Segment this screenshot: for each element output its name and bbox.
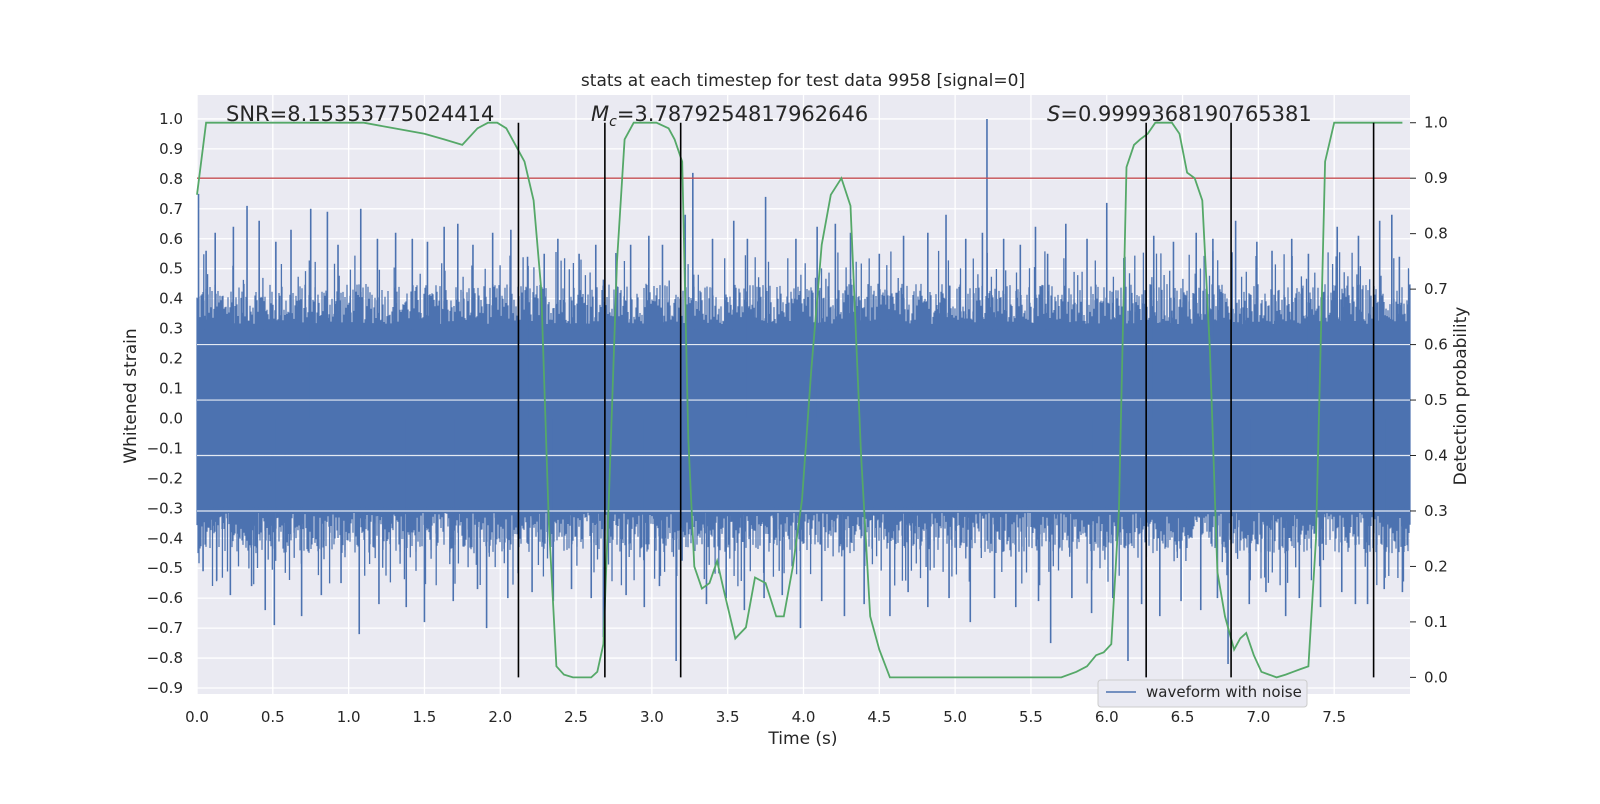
chirp-mass-subscript: c	[609, 114, 617, 130]
y2-tick-label: 0.5	[1424, 391, 1448, 409]
y-tick-label: 0.0	[159, 409, 183, 427]
snr-annotation: SNR=8.15353775024414	[226, 102, 494, 126]
x-tick-label: 7.0	[1246, 708, 1270, 726]
y2-tick-label: 0.2	[1424, 557, 1448, 575]
score-annotation: S=0.9999368190765381	[1047, 102, 1312, 126]
x-axis-label: Time (s)	[767, 729, 837, 749]
y-tick-label: 0.5	[159, 260, 183, 278]
y-axis-label: Whitened strain	[121, 328, 141, 463]
y2-tick-label: 0.1	[1424, 613, 1448, 631]
x-tick-label: 5.0	[943, 708, 967, 726]
y2-tick-label: 0.3	[1424, 502, 1448, 520]
y-tick-label: −0.2	[147, 469, 183, 487]
y2-tick-label: 0.8	[1424, 225, 1448, 243]
x-tick-label: 0.5	[261, 708, 285, 726]
y-tick-label: 0.9	[159, 140, 183, 158]
y-tick-label: −0.4	[147, 529, 183, 547]
legend-label: waveform with noise	[1146, 683, 1302, 701]
y2-tick-label: 0.4	[1424, 447, 1448, 465]
x-tick-label: 2.5	[564, 708, 588, 726]
x-tick-label: 5.5	[1019, 708, 1043, 726]
y2-axis-label: Detection probability	[1451, 307, 1471, 486]
y-tick-label: −0.8	[147, 649, 183, 667]
x-tick-label: 7.5	[1322, 708, 1346, 726]
score-value: =0.9999368190765381	[1060, 102, 1311, 126]
y-tick-label: −0.5	[147, 559, 183, 577]
y2-tick-label: 0.6	[1424, 336, 1448, 354]
waveform-series	[196, 118, 1411, 665]
y-tick-label: −0.6	[147, 589, 183, 607]
y2-tick-label: 0.9	[1424, 169, 1448, 187]
x-tick-label: 4.5	[867, 708, 891, 726]
y-tick-label: −0.7	[147, 619, 183, 637]
legend-box	[1097, 679, 1308, 708]
x-tick-label: 0.0	[185, 708, 209, 726]
y-tick-label: 0.6	[159, 230, 183, 248]
x-tick-label: 3.5	[716, 708, 740, 726]
y-tick-label: 1.0	[159, 110, 183, 128]
y2-tick-label: 0.0	[1424, 668, 1448, 686]
y-tick-label: −0.9	[147, 679, 183, 697]
x-tick-label: 4.0	[792, 708, 816, 726]
y2-tick-label: 1.0	[1424, 114, 1448, 132]
chirp-mass-annotation: Mc=3.7879254817962646	[591, 102, 868, 130]
x-tick-label: 2.0	[488, 708, 512, 726]
y-tick-label: 0.8	[159, 170, 183, 188]
y-tick-label: −0.1	[147, 439, 183, 457]
chart-title: stats at each timestep for test data 995…	[581, 71, 1025, 91]
detection-probability-series	[196, 121, 1410, 679]
x-tick-label: 6.0	[1095, 708, 1119, 726]
legend: waveform with noise	[1097, 679, 1308, 708]
x-tick-label: 6.5	[1171, 708, 1195, 726]
y-tick-label: 0.7	[159, 200, 183, 218]
y-tick-label: 0.3	[159, 320, 183, 338]
x-tick-label: 3.0	[640, 708, 664, 726]
chirp-mass-value: =3.7879254817962646	[617, 102, 868, 126]
axis-ticks: 0.0 0.5 1.0 1.5 2.0 2.5 3.0 3.5 4.0 4.5 5.0 5.5 6.0 6…	[147, 110, 1448, 726]
y2-tick-label: 0.7	[1424, 280, 1448, 298]
y-tick-label: 0.1	[159, 380, 183, 398]
y-tick-label: 0.4	[159, 290, 183, 308]
y-tick-label: 0.2	[159, 350, 183, 368]
score-symbol: S	[1047, 102, 1060, 126]
x-tick-label: 1.0	[337, 708, 361, 726]
chirp-mass-symbol: M	[591, 102, 609, 126]
y-tick-label: −0.3	[147, 499, 183, 517]
probability-line	[196, 121, 1403, 679]
x-tick-label: 1.5	[413, 708, 437, 726]
